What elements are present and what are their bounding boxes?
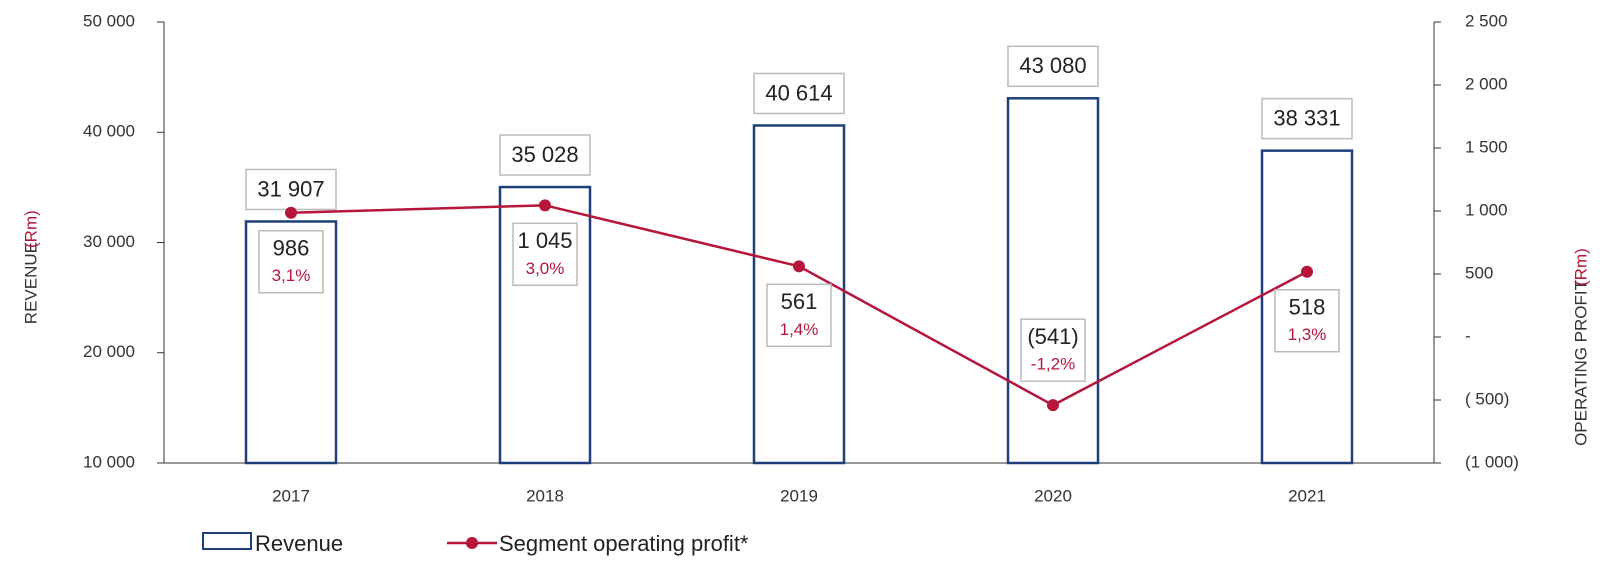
y2-tick-label: 1 000 [1465,200,1508,219]
data-label-box [499,134,591,176]
point [285,206,297,219]
data-label: (541) [1027,324,1078,349]
margin-label: 3,0% [526,259,565,278]
y-axis-unit: (Rm) [21,210,40,248]
data-label: 43 080 [1019,53,1086,78]
data-label: 561 [781,289,818,314]
y-tick-label: 20 000 [83,342,135,361]
legend-label: Segment operating profit* [499,531,749,556]
x-tick-label: 2019 [780,486,818,505]
data-label-box [1274,288,1340,353]
data-label-box [753,72,845,115]
x-tick-label: 2017 [272,486,310,505]
y-tick-label: 50 000 [83,11,135,30]
y2-axis-label: OPERATING PROFIT [1571,280,1590,446]
data-label-box [512,222,578,287]
point [539,199,551,212]
margin-label: 1,4% [780,320,819,339]
legend-marker [466,537,478,549]
data-label: 986 [273,236,310,261]
point [793,260,805,273]
legend-swatch [202,532,252,550]
data-label-box [1007,45,1099,88]
y-tick-label: 30 000 [83,232,135,251]
data-label: 38 331 [1273,105,1340,130]
point [1047,399,1059,412]
y2-tick-label: (1 000) [1465,452,1519,471]
data-label-box [1020,318,1086,382]
data-label: 31 907 [257,176,324,201]
y2-tick-label: 1 500 [1465,137,1508,156]
data-label: 518 [1289,295,1326,320]
data-label: 35 028 [511,142,578,167]
y2-tick-label: - [1465,326,1471,345]
legend-label: Revenue [255,531,343,556]
y-tick-label: 10 000 [83,452,135,471]
margin-label: 3,1% [272,266,311,285]
margin-label: 1,3% [1288,325,1327,344]
data-label: 1 045 [517,228,572,253]
y2-tick-label: 2 000 [1465,74,1508,93]
y2-tick-label: 2 500 [1465,11,1508,30]
x-tick-label: 2018 [526,486,564,505]
x-tick-label: 2021 [1288,486,1326,505]
y-axis-label: REVENUE [21,242,40,324]
data-label: 40 614 [765,80,832,105]
margin-label: -1,2% [1031,355,1075,374]
y2-tick-label: 500 [1465,263,1493,282]
x-tick-label: 2020 [1034,486,1072,505]
y2-axis-unit: (Rm) [1571,248,1590,286]
data-label-box [766,283,832,348]
y2-tick-label: ( 500) [1465,389,1509,408]
y-tick-label: 40 000 [83,122,135,141]
data-label-box [258,230,324,294]
data-label-box [1261,97,1353,140]
point [1301,265,1313,278]
